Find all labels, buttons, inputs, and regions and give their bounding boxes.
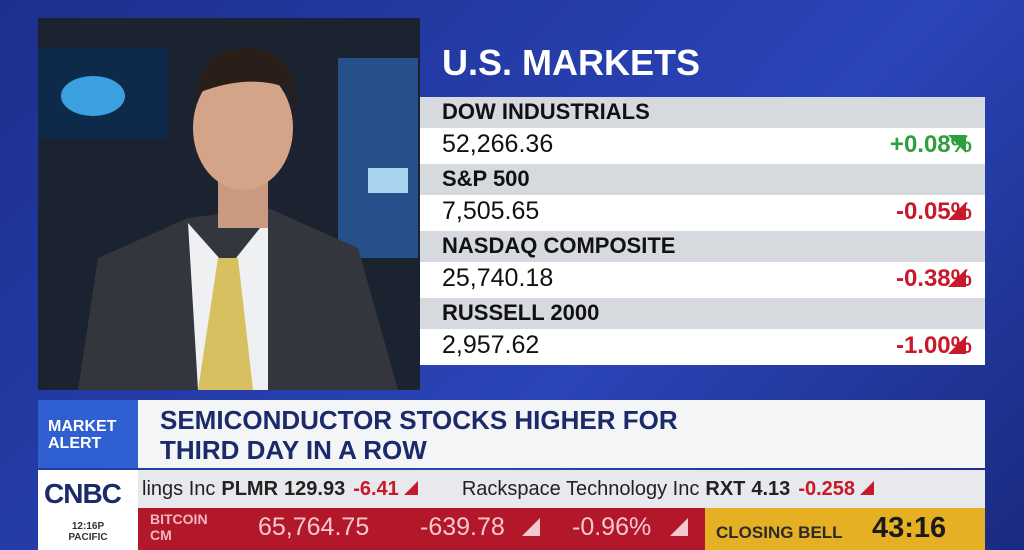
change-arrow	[948, 336, 966, 354]
symbol: RXT	[705, 478, 746, 500]
company: lings Inc	[142, 478, 216, 500]
row-value-band	[420, 262, 985, 298]
local-time: 12:16P PACIFIC	[38, 521, 138, 543]
program-bar	[705, 508, 985, 550]
logo: CNBC	[44, 478, 122, 509]
arrow-shape	[948, 202, 966, 220]
change-arrow	[948, 202, 966, 220]
company: Rackspace Technology Inc	[461, 478, 700, 500]
crypto-percent: -0.96%	[572, 513, 652, 541]
row-name-band	[420, 164, 985, 195]
headline-line: SEMICONDUCTOR STOCKS HIGHER FOR	[160, 405, 678, 435]
symbol: PLMR	[221, 478, 279, 500]
change-arrow	[403, 481, 418, 495]
row-name-band	[420, 231, 985, 262]
index-value: 2,957.62	[442, 331, 540, 359]
ticker-bar	[138, 470, 985, 508]
alert-label-box	[38, 400, 138, 468]
crypto-line: CM	[150, 527, 172, 543]
headline-line: THIRD DAY IN A ROW	[160, 435, 427, 465]
video-feed	[38, 18, 420, 390]
program-name: CLOSING BELL	[716, 523, 843, 542]
row-name-band	[420, 298, 985, 329]
crypto-name: BITCOIN CM	[150, 511, 208, 543]
time-zone: PACIFIC	[68, 532, 108, 543]
down-arrow	[670, 518, 688, 536]
change-arrow	[948, 135, 966, 153]
markets-title: U.S. MARKETS	[442, 42, 701, 83]
index-value: 7,505.65	[442, 197, 540, 225]
row-name-band	[420, 97, 985, 128]
change-arrow	[860, 481, 875, 495]
alert-label: MARKET ALERT	[48, 418, 116, 452]
index-name: DOW INDUSTRIALS	[442, 99, 650, 124]
index-value: 52,266.36	[442, 130, 554, 158]
arrow-shape	[948, 135, 966, 153]
arrow-shape	[948, 269, 966, 287]
row-value-band	[420, 329, 985, 365]
crypto-price: 65,764.75	[258, 513, 370, 541]
crypto-change: -639.78	[420, 513, 505, 541]
change: -0.258	[798, 478, 856, 500]
row-value-band	[420, 195, 985, 231]
crypto-line: BITCOIN	[150, 511, 208, 527]
down-arrow	[522, 518, 540, 536]
crypto-bar	[138, 508, 705, 550]
headline: SEMICONDUCTOR STOCKS HIGHER FOR THIRD DA…	[160, 405, 678, 465]
price: 4.13	[751, 478, 791, 500]
ticker-item: Rackspace Technology Inc RXT 4.13 -0.258	[461, 478, 875, 501]
time: 12:16P	[71, 521, 105, 532]
arrow-shape	[948, 336, 966, 354]
index-value: 25,740.18	[442, 264, 554, 292]
logo-box	[38, 470, 138, 550]
row-value-band	[420, 128, 985, 164]
change: -6.41	[353, 478, 399, 500]
alert-label-line: ALERT	[48, 435, 102, 452]
headline-box	[138, 400, 985, 468]
ticker: lings Inc PLMR 129.93 -6.41 Rackspace Techno…	[142, 478, 875, 501]
index-name: S&P 500	[442, 166, 530, 191]
index-name: RUSSELL 2000	[442, 300, 600, 325]
alert-label-line: MARKET	[48, 418, 117, 435]
index-name: NASDAQ COMPOSITE	[442, 233, 676, 258]
price: 129.93	[284, 478, 346, 500]
ticker-item: lings Inc PLMR 129.93 -6.41	[142, 478, 418, 501]
change-arrow	[948, 269, 966, 287]
program-clock: 43:16	[872, 512, 947, 544]
